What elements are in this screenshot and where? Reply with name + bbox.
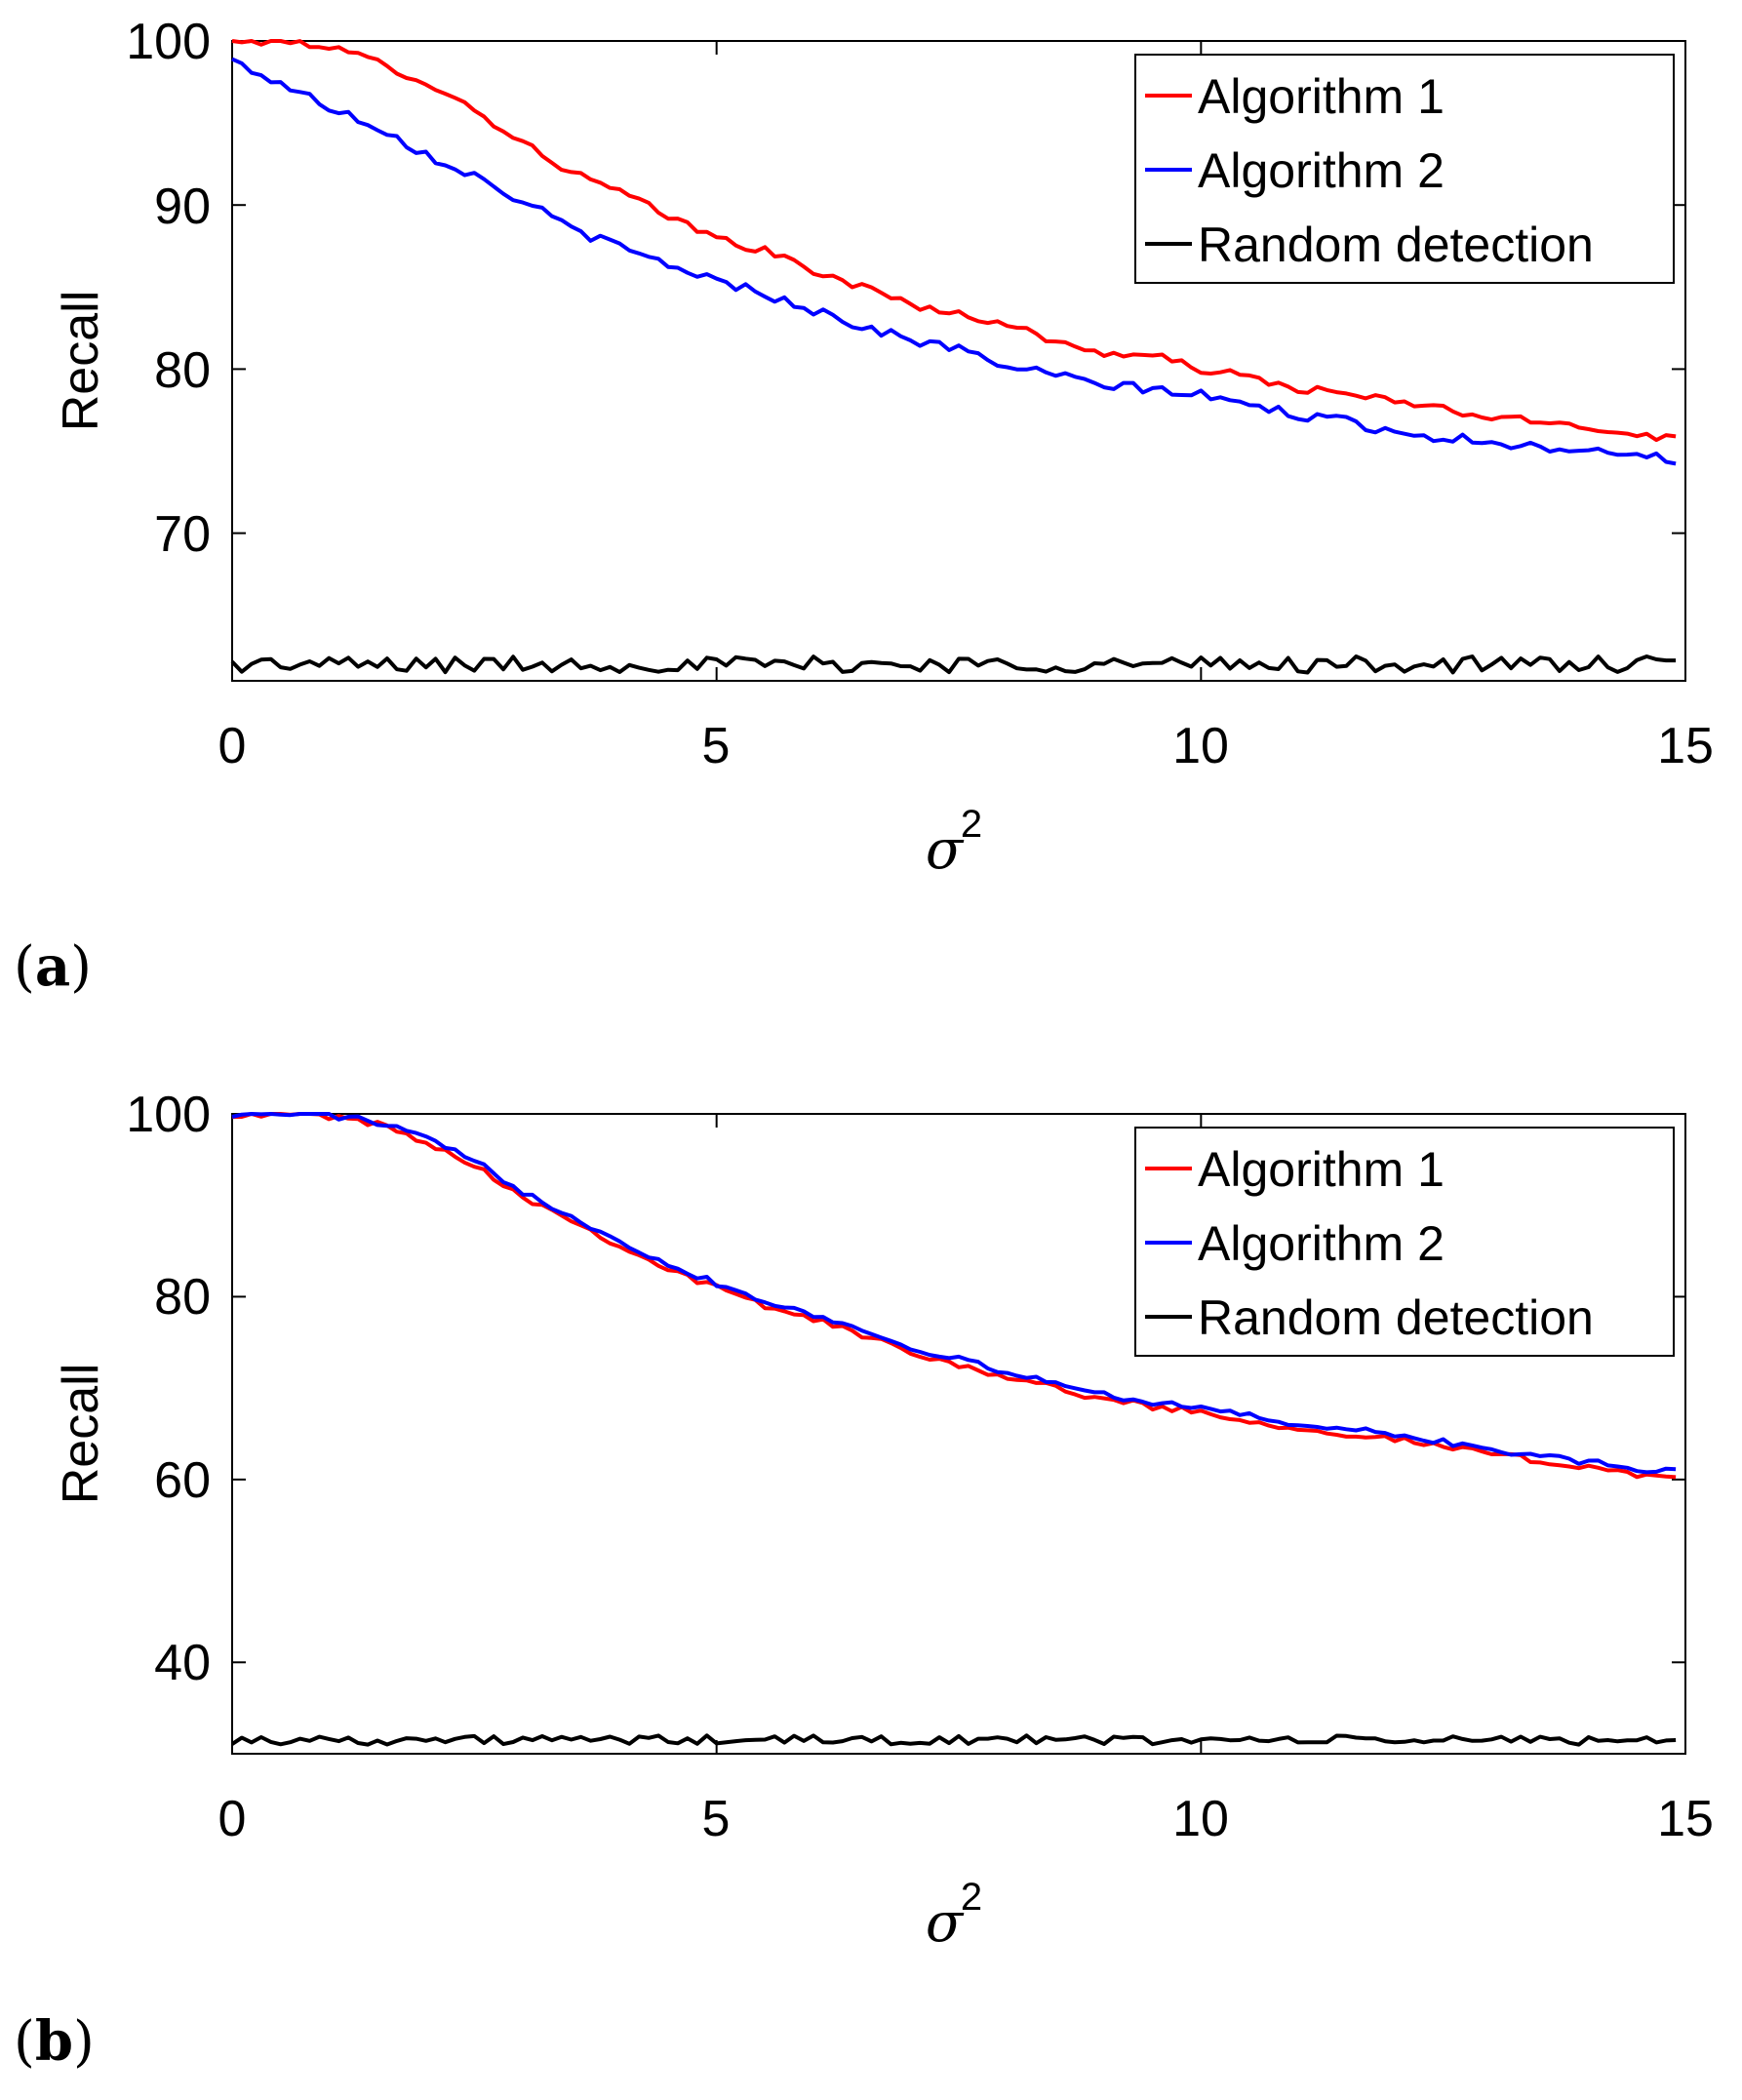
- x-tick-label: 15: [1657, 1791, 1714, 1847]
- x-tick-label: 10: [1172, 718, 1229, 774]
- legend-box: [1134, 1127, 1675, 1357]
- series-group: [230, 39, 1677, 675]
- tick-marks: [231, 40, 1686, 681]
- series-line-random-detection: [230, 654, 1677, 675]
- panel-label-a: (a): [14, 934, 92, 999]
- y-axis-label: Recall: [53, 1364, 109, 1505]
- x-axis-label-superscript: 2: [961, 803, 982, 846]
- x-axis-label-superscript: 2: [961, 1876, 982, 1919]
- x-axis-label: σ: [926, 818, 965, 882]
- series-line-algorithm-2: [231, 1112, 1677, 1475]
- legend-label-algorithm-1: Algorithm 1: [1198, 1142, 1445, 1197]
- y-tick-label: 80: [154, 342, 211, 399]
- x-tick-label: 0: [218, 1791, 247, 1847]
- legend-box: [1134, 54, 1675, 284]
- x-tick-label: 15: [1657, 718, 1714, 774]
- legend-label-algorithm-2: Algorithm 2: [1198, 143, 1445, 198]
- panel-label-b: (b): [14, 2009, 95, 2074]
- y-tick-label: 60: [154, 1452, 211, 1509]
- series-group: [230, 1112, 1677, 1747]
- legend-label-algorithm-2: Algorithm 2: [1198, 1216, 1445, 1271]
- panel-a-chart: 100 90 80 70 0 5 10 15 Recall σ 2 Algori…: [53, 14, 1714, 882]
- x-axis-label: σ: [926, 1891, 965, 1955]
- y-tick-label: 70: [154, 506, 211, 563]
- x-tick-label: 10: [1172, 1791, 1229, 1847]
- y-tick-label: 100: [126, 1087, 211, 1143]
- x-tick-label: 0: [218, 718, 247, 774]
- panel-b-chart: 100 80 60 40 0 5 10 15 Recall σ 2 Algori…: [53, 1087, 1714, 1955]
- legend-label-algorithm-1: Algorithm 1: [1198, 69, 1445, 124]
- y-tick-label: 40: [154, 1635, 211, 1691]
- x-tick-label: 5: [702, 718, 731, 774]
- legend-label-random-detection: Random detection: [1198, 218, 1594, 272]
- series-line-random-detection: [230, 1733, 1677, 1747]
- legend: Algorithm 1 Algorithm 2 Random detection: [1134, 54, 1675, 284]
- y-tick-label: 100: [126, 14, 211, 70]
- legend-label-random-detection: Random detection: [1198, 1290, 1594, 1345]
- y-tick-label: 80: [154, 1269, 211, 1326]
- y-tick-label: 90: [154, 178, 211, 235]
- series-line-algorithm-2: [231, 57, 1677, 466]
- x-tick-label: 5: [702, 1791, 731, 1847]
- legend: Algorithm 1 Algorithm 2 Random detection: [1134, 1127, 1675, 1357]
- y-axis-label: Recall: [53, 291, 109, 432]
- series-line-algorithm-1: [231, 39, 1677, 443]
